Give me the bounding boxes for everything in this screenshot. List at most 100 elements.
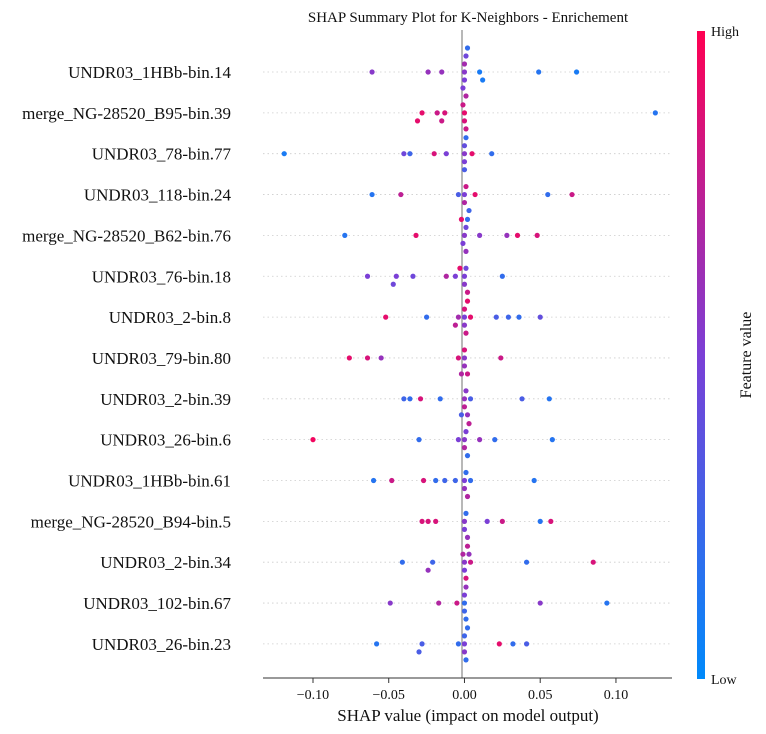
shap-point bbox=[492, 437, 498, 443]
shap-point bbox=[467, 314, 474, 320]
shap-point bbox=[545, 191, 551, 198]
shap-point bbox=[569, 191, 575, 198]
shap-point bbox=[514, 232, 521, 238]
shap-point bbox=[546, 396, 552, 402]
shap-point bbox=[523, 559, 530, 565]
shap-point bbox=[461, 232, 468, 238]
feature-gridlines bbox=[263, 71, 672, 645]
shap-point bbox=[484, 518, 490, 524]
shap-point bbox=[387, 600, 393, 606]
shap-point bbox=[455, 191, 462, 198]
chart-title: SHAP Summary Plot for K-Neighbors - Enri… bbox=[308, 10, 629, 26]
shap-point bbox=[461, 404, 468, 410]
shap-point bbox=[455, 355, 462, 361]
shap-point bbox=[461, 633, 468, 639]
shap-point bbox=[463, 510, 469, 516]
shap-point bbox=[413, 232, 419, 238]
shap-point bbox=[461, 518, 468, 524]
feature-label: UNDR03_79-bin.80 bbox=[92, 349, 231, 368]
shap-point bbox=[374, 641, 380, 647]
shap-point bbox=[472, 191, 478, 198]
shap-point bbox=[461, 151, 468, 157]
shap-point bbox=[419, 518, 425, 524]
shap-point bbox=[463, 330, 469, 336]
shap-point bbox=[537, 314, 543, 320]
shap-point bbox=[369, 69, 375, 75]
shap-point bbox=[463, 429, 469, 435]
shap-point bbox=[452, 322, 458, 328]
shap-point bbox=[523, 641, 530, 647]
shap-point bbox=[469, 151, 475, 157]
x-tick-label: 0.00 bbox=[452, 688, 477, 703]
shap-point bbox=[461, 61, 468, 67]
shap-point bbox=[461, 110, 468, 116]
shap-point bbox=[457, 265, 463, 271]
shap-point bbox=[378, 355, 384, 361]
shap-point bbox=[458, 216, 465, 222]
feature-label: UNDR03_2-bin.8 bbox=[109, 308, 231, 327]
shap-point bbox=[463, 575, 469, 581]
colorbar bbox=[697, 31, 705, 679]
colorbar-title: Feature value bbox=[738, 312, 755, 399]
shap-point bbox=[461, 118, 468, 124]
shap-point bbox=[461, 567, 468, 573]
shap-point bbox=[463, 248, 469, 254]
shap-point bbox=[425, 518, 431, 524]
shap-point bbox=[461, 363, 468, 369]
x-axis-ticks: −0.10 −0.05 0.00 0.05 0.10 bbox=[297, 678, 628, 703]
x-tick-label: −0.10 bbox=[297, 688, 329, 703]
shap-point bbox=[437, 396, 443, 402]
shap-point bbox=[433, 518, 439, 524]
shap-point bbox=[467, 396, 474, 402]
shap-point bbox=[399, 559, 405, 565]
shap-point bbox=[496, 641, 502, 647]
feature-labels: UNDR03_1HBb-bin.14 merge_NG-28520_B95-bin… bbox=[22, 63, 231, 654]
shap-point bbox=[461, 649, 468, 655]
shap-point bbox=[463, 183, 469, 190]
shap-point bbox=[464, 534, 471, 540]
shap-point bbox=[534, 232, 540, 238]
shap-point bbox=[461, 526, 468, 532]
shap-point bbox=[466, 421, 472, 427]
feature-label: UNDR03_1HBb-bin.61 bbox=[68, 472, 231, 491]
shap-point bbox=[460, 102, 466, 108]
shap-point bbox=[461, 167, 468, 173]
shap-point bbox=[398, 191, 404, 198]
shap-point bbox=[463, 93, 469, 99]
x-tick-label: −0.05 bbox=[373, 688, 405, 703]
shap-point bbox=[461, 199, 468, 206]
shap-point bbox=[460, 551, 466, 557]
shap-point bbox=[419, 641, 425, 647]
shap-point bbox=[416, 437, 422, 443]
shap-point bbox=[461, 608, 468, 614]
shap-point bbox=[463, 616, 469, 622]
shap-point bbox=[461, 273, 468, 279]
shap-point bbox=[281, 151, 287, 157]
shap-point bbox=[420, 477, 427, 484]
shap-point bbox=[464, 625, 471, 631]
shap-point bbox=[531, 477, 537, 484]
shap-point bbox=[401, 396, 407, 402]
shap-point bbox=[477, 437, 483, 443]
shap-point bbox=[464, 45, 471, 51]
shap-point bbox=[463, 657, 469, 663]
shap-point bbox=[370, 477, 377, 484]
shap-point bbox=[452, 273, 458, 279]
feature-label: UNDR03_1HBb-bin.14 bbox=[68, 63, 231, 82]
shap-point bbox=[464, 493, 471, 500]
shap-point bbox=[346, 355, 352, 361]
shap-point bbox=[461, 445, 468, 451]
shap-point bbox=[464, 298, 471, 304]
shap-point bbox=[425, 69, 431, 75]
feature-label: merge_NG-28520_B94-bin.5 bbox=[31, 512, 231, 531]
shap-point bbox=[477, 69, 483, 75]
shap-point bbox=[537, 518, 543, 524]
shap-point bbox=[519, 396, 525, 402]
shap-point bbox=[310, 437, 316, 443]
shap-point bbox=[454, 600, 460, 606]
shap-point bbox=[590, 559, 596, 565]
shap-point bbox=[463, 126, 469, 132]
shap-point bbox=[549, 437, 555, 443]
shap-point bbox=[464, 453, 471, 459]
